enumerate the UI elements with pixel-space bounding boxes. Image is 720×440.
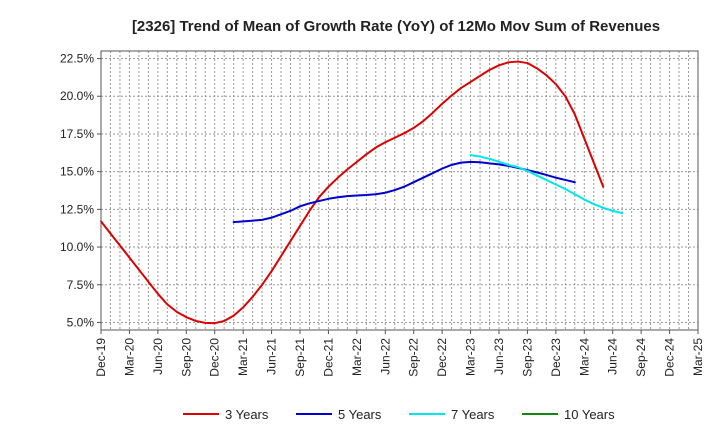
x-tick-label: Dec-21	[321, 338, 335, 377]
x-tick-label: Mar-24	[577, 338, 591, 376]
x-tick-label: Dec-23	[549, 338, 563, 377]
grid-lines	[101, 51, 698, 330]
plot-background	[101, 51, 698, 330]
y-tick-label: 5.0%	[67, 315, 95, 329]
legend-label-7-years: 7 Years	[451, 407, 495, 422]
x-tick-label: Jun-21	[265, 338, 279, 375]
legend: 3 Years 5 Years 7 Years 10 Years	[183, 407, 615, 422]
y-tick-label: 20.0%	[60, 89, 94, 103]
x-tick-label: Sep-24	[634, 338, 648, 377]
x-tick-label: Sep-20	[179, 338, 193, 377]
x-tick-label: Sep-23	[520, 338, 534, 377]
y-tick-label: 17.5%	[60, 127, 94, 141]
x-tick-label: Dec-22	[435, 338, 449, 377]
x-tick-label: Jun-23	[492, 338, 506, 375]
x-tick-label: Sep-21	[293, 338, 307, 377]
x-tick-label: Jun-20	[151, 338, 165, 375]
y-tick-label: 12.5%	[60, 202, 94, 216]
x-tick-label: Mar-20	[122, 338, 136, 376]
series-lines	[100, 60, 624, 325]
x-tick-label: Dec-24	[663, 338, 677, 377]
x-tick-label: Jun-24	[606, 338, 620, 375]
x-tick-label: Mar-23	[464, 338, 478, 376]
x-tick-label: Mar-22	[350, 338, 364, 376]
plot-frame	[100, 50, 699, 331]
x-tick-label: Mar-25	[691, 338, 705, 376]
y-tick-label: 22.5%	[60, 52, 94, 66]
x-tick-label: Dec-19	[94, 338, 108, 377]
chart-title: [2326] Trend of Mean of Growth Rate (YoY…	[132, 18, 660, 35]
y-axis-ticks: 5.0% 7.5% 10.0% 12.5% 15.0% 17.5% 20.0% 22.5%	[60, 52, 101, 329]
legend-label-10-years: 10 Years	[564, 407, 615, 422]
x-tick-label: Dec-20	[208, 338, 222, 377]
y-tick-label: 7.5%	[67, 278, 95, 292]
y-tick-label: 15.0%	[60, 165, 94, 179]
x-tick-label: Sep-22	[407, 338, 421, 377]
series-line-7-years	[469, 154, 624, 215]
x-tick-label: Jun-22	[378, 338, 392, 375]
x-tick-label: Mar-21	[236, 338, 250, 376]
x-axis-ticks: Dec-19 Mar-20 Jun-20 Sep-20 Dec-20 Mar-21 Jun-…	[94, 330, 705, 377]
legend-label-5-years: 5 Years	[338, 407, 382, 422]
y-tick-label: 10.0%	[60, 240, 94, 254]
legend-label-3-years: 3 Years	[225, 407, 269, 422]
series-line-3-years	[100, 60, 605, 325]
